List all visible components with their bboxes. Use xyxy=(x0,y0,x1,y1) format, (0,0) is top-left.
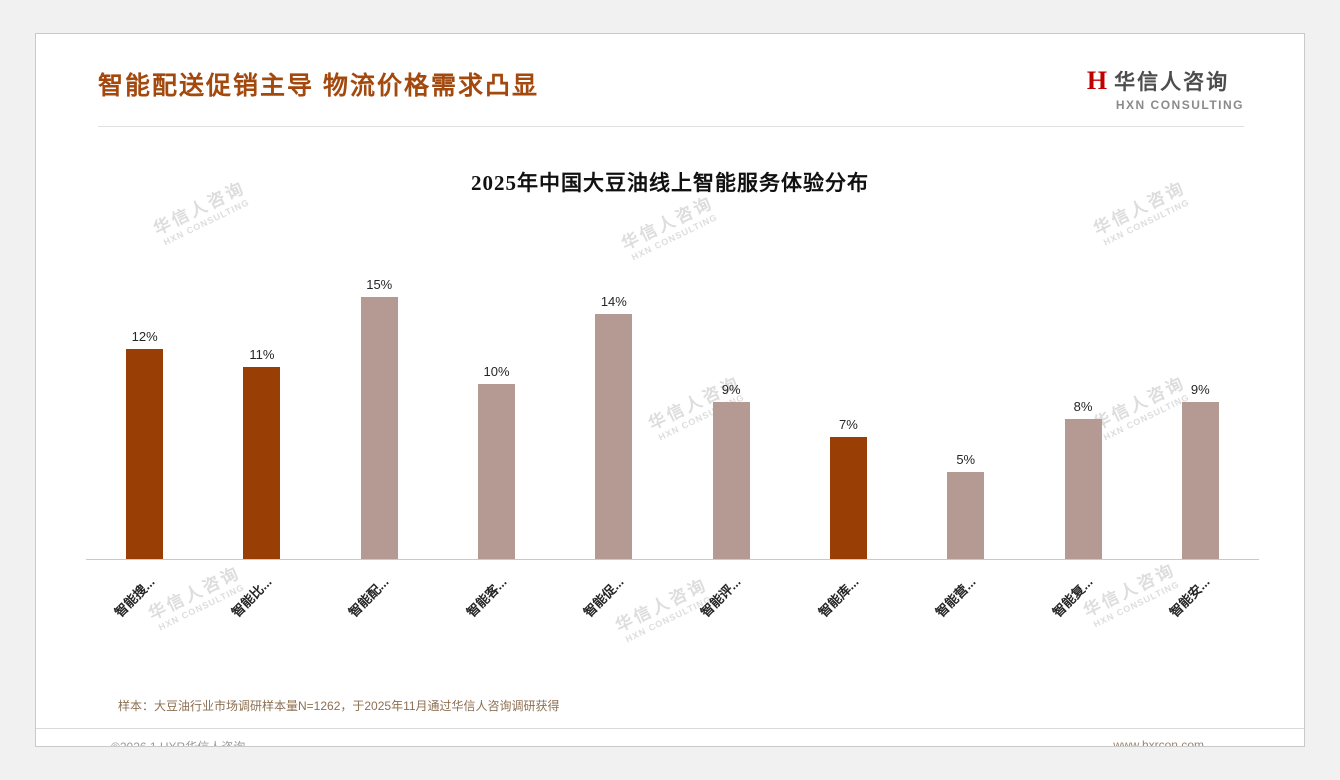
category-label: 智能促... xyxy=(580,574,627,620)
category-label-slot: 智能复... xyxy=(1024,560,1141,651)
header-divider xyxy=(98,126,1244,127)
bar-chart: 2025年中国大豆油线上智能服务体验分布 12% 11% 15% 10% 14% 9% 7%… xyxy=(36,167,1304,651)
category-label: 智能营... xyxy=(932,574,979,620)
bar xyxy=(712,401,750,559)
category-label-slot: 智能评... xyxy=(672,560,789,651)
sample-note: 样本：大豆油行业市场调研样本量N=1262，于2025年11月通过华信人咨询调研… xyxy=(118,699,560,713)
category-label-slot: 智能营... xyxy=(907,560,1024,651)
bar-value-label: 5% xyxy=(956,451,976,467)
category-label-slot: 智能比... xyxy=(203,560,320,651)
bar-group: 9% xyxy=(672,381,789,559)
category-label-slot: 智能促... xyxy=(555,560,672,651)
category-label: 智能安... xyxy=(1167,574,1214,620)
bar-group: 7% xyxy=(790,416,907,559)
header: 智能配送促销主导 物流价格需求凸显 H 华信人咨询 HXN CONSULTING xyxy=(36,34,1304,126)
bar xyxy=(1181,401,1219,559)
bar xyxy=(478,384,516,559)
category-label: 智能库... xyxy=(815,574,862,620)
category-label: 智能评... xyxy=(698,574,744,620)
bar-value-label: 9% xyxy=(721,381,741,397)
bar xyxy=(1064,419,1102,559)
category-label-slot: 智能安... xyxy=(1142,560,1259,651)
bar xyxy=(360,296,398,559)
bar xyxy=(243,366,281,559)
category-labels: 智能搜... 智能比... 智能配... 智能客... 智能促... 智能评... 智能库.… xyxy=(86,559,1259,651)
website-link[interactable]: www.hxrcon.com xyxy=(1113,738,1204,747)
category-label-slot: 智能库... xyxy=(790,560,907,651)
bar-group: 14% xyxy=(555,294,672,559)
category-label-slot: 智能搜... xyxy=(86,560,203,651)
bar-value-label: 10% xyxy=(483,364,510,379)
bar xyxy=(126,349,164,559)
logo-name-cn: 华信人咨询 xyxy=(1114,71,1230,94)
bar xyxy=(829,436,867,559)
bar-group: 5% xyxy=(907,451,1024,559)
bar xyxy=(595,314,633,559)
copyright-text: ©2026.1 HXR华信人咨询 xyxy=(111,740,246,747)
bar-value-label: 11% xyxy=(249,346,275,362)
bar-value-label: 12% xyxy=(131,329,158,344)
category-label-slot: 智能配... xyxy=(321,560,438,651)
chart-title: 2025年中国大豆油线上智能服务体验分布 xyxy=(471,171,869,195)
category-label-slot: 智能客... xyxy=(438,560,555,651)
category-label: 智能比... xyxy=(228,574,275,620)
bar-value-label: 9% xyxy=(1190,381,1210,397)
bar-value-label: 15% xyxy=(366,276,393,292)
bar-group: 10% xyxy=(438,364,555,559)
bar xyxy=(947,471,985,559)
category-label: 智能复... xyxy=(1049,574,1096,620)
bar-group: 15% xyxy=(321,276,438,559)
bar-value-label: 8% xyxy=(1073,399,1093,414)
bars-row: 12% 11% 15% 10% 14% 9% 7% 5% 8% 9% xyxy=(86,261,1259,559)
bar-group: 11% xyxy=(203,346,320,559)
category-label: 智能配... xyxy=(346,574,392,620)
page-title: 智能配送促销主导 物流价格需求凸显 xyxy=(98,72,539,100)
bar-value-label: 7% xyxy=(839,416,858,432)
category-label: 智能搜... xyxy=(111,574,158,620)
footer: ©2026.1 HXR华信人咨询 www.hxrcon.com xyxy=(36,728,1304,747)
logo-name-en: HXN CONSULTING xyxy=(1115,98,1244,112)
bar-value-label: 14% xyxy=(600,294,627,309)
company-logo: H 华信人咨询 HXN CONSULTING xyxy=(1086,66,1244,113)
bar-group: 8% xyxy=(1024,399,1141,559)
category-label: 智能客... xyxy=(463,574,510,620)
bar-group: 9% xyxy=(1142,381,1259,559)
bar-group: 12% xyxy=(86,329,203,559)
slide: 华信人咨询 HXN CONSULTING 华信人咨询 HXN CONSULTING … xyxy=(35,33,1305,747)
logo-icon: H xyxy=(1086,66,1108,95)
